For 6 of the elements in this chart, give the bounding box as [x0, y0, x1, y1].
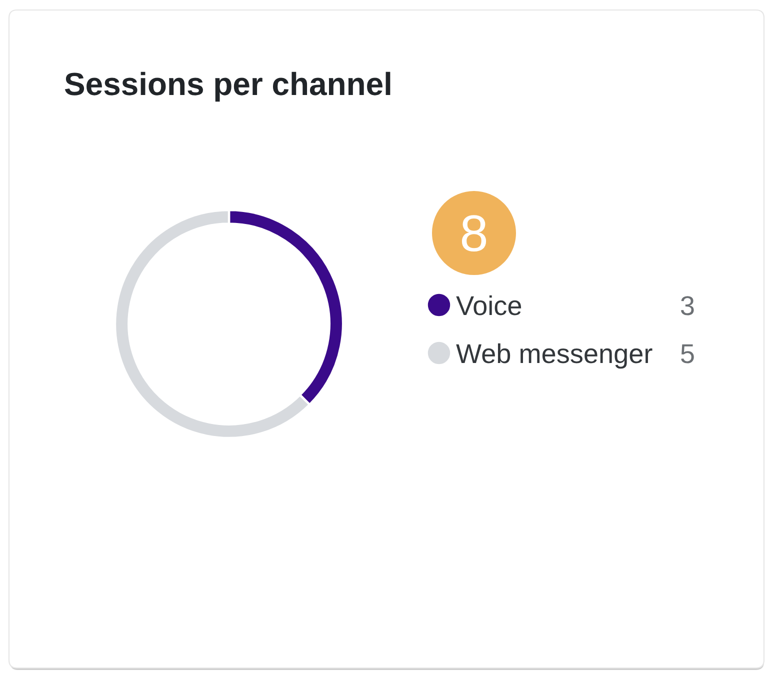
legend-label: Web messenger	[456, 343, 652, 369]
data-label: 5	[681, 344, 694, 364]
text: 8	[462, 215, 486, 252]
legend-label: Voice	[456, 295, 522, 316]
data-label: 3	[680, 296, 694, 316]
chart-title: Sessions per channel	[64, 72, 390, 102]
